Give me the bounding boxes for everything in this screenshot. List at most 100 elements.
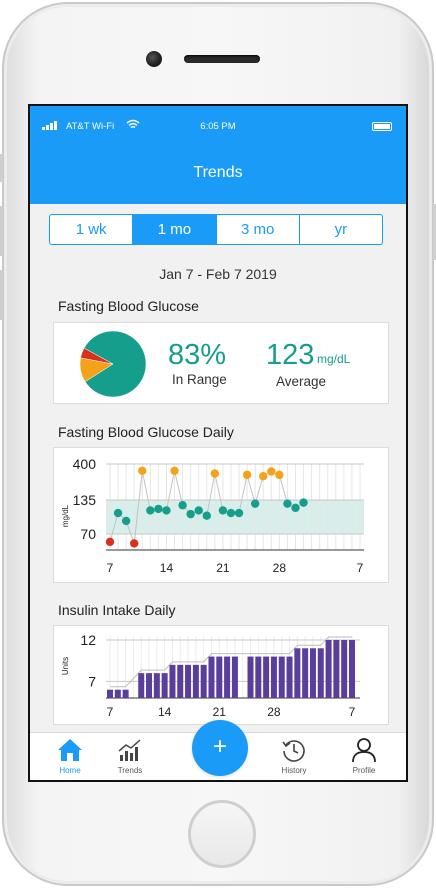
insulin-bar (224, 656, 231, 698)
x-tick-label: 14 (158, 705, 172, 719)
tab-year[interactable]: yr (334, 221, 348, 238)
average-unit: mg/dL (317, 352, 351, 366)
glucose-point-in-range (121, 516, 131, 526)
insulin-chart-card: 12 7 Units 7 14 21 28 7 (53, 625, 389, 725)
signal-icon (42, 120, 57, 130)
in-range-label: In Range (172, 372, 227, 387)
x-tick-label: 14 (160, 561, 174, 575)
glucose-point-in-range (234, 508, 244, 518)
glucose-point-high (259, 472, 268, 481)
glucose-point-in-range (291, 503, 300, 513)
glucose-chart-title: Fasting Blood Glucose Daily (58, 424, 234, 440)
tab-trends[interactable]: Trends (102, 737, 158, 775)
y-tick-label: 12 (80, 632, 96, 648)
average-label: Average (276, 374, 327, 389)
insulin-bar (208, 656, 215, 698)
insulin-bar (216, 656, 223, 698)
glucose-point-in-range (299, 498, 308, 507)
app-screen: AT&T Wi-Fi 6:05 PM Trends 1 wk 1 mo 3 mo… (28, 104, 408, 782)
tab-history-label: History (281, 766, 307, 775)
glucose-point-in-range (154, 504, 163, 514)
glucose-point-in-range (202, 511, 211, 520)
x-tick-label: 7 (349, 705, 356, 719)
trends-icon (118, 739, 141, 761)
tab-1-week[interactable]: 1 wk (50, 215, 134, 244)
insulin-bar (294, 648, 301, 698)
average-value: 123 (266, 339, 315, 371)
y-tick-label: 135 (73, 492, 97, 508)
insulin-bar (325, 640, 332, 698)
target-range-band (106, 500, 364, 534)
insulin-bar (255, 656, 262, 698)
y-tick-label: 70 (80, 526, 96, 542)
pie-slice-in-range (83, 330, 147, 398)
summary-card: 83% In Range 123 mg/dL Average (53, 322, 389, 404)
volume-down-button (0, 270, 3, 320)
page-title: Trends (193, 164, 243, 181)
y-tick-label: 7 (88, 673, 96, 689)
tab-profile[interactable]: Profile (336, 737, 392, 775)
glucose-point-in-range (250, 499, 260, 508)
range-selector: 1 wk 1 mo 3 mo yr (49, 214, 383, 245)
insulin-bar (302, 648, 309, 698)
profile-icon (352, 738, 376, 763)
x-tick-label: 28 (267, 705, 281, 719)
insulin-bar (341, 640, 348, 698)
insulin-bar (169, 664, 176, 698)
glucose-point-high (267, 467, 276, 476)
add-entry-button[interactable]: + (192, 720, 248, 776)
insulin-bar (309, 648, 316, 698)
insulin-bar (161, 673, 168, 698)
insulin-trend-line (110, 636, 352, 688)
insulin-bar (185, 664, 192, 698)
insulin-bar (263, 656, 270, 698)
tab-profile-label: Profile (352, 766, 376, 775)
wifi-icon (126, 119, 140, 129)
in-range-percent: 83% (168, 339, 227, 371)
insulin-bar (153, 673, 160, 698)
tab-1-month[interactable]: 1 mo (133, 215, 217, 244)
tab-home-label: Home (59, 766, 81, 775)
glucose-point-in-range (162, 506, 171, 515)
glucose-point-in-range (146, 506, 155, 515)
tab-trends-label: Trends (117, 766, 143, 775)
glucose-point-in-range (194, 506, 203, 515)
insulin-bar (278, 656, 285, 698)
insulin-bar (231, 656, 238, 698)
insulin-bar (122, 689, 129, 698)
in-range-pie-chart (79, 330, 147, 398)
tab-history[interactable]: History (266, 737, 322, 775)
y-tick-label: 400 (73, 456, 97, 472)
insulin-bar (333, 640, 340, 698)
x-tick-label: 7 (107, 705, 114, 719)
glucose-point-high (210, 469, 220, 478)
volume-up-button (0, 206, 3, 256)
glucose-daily-chart: 400 135 70 mg/dL 7 14 21 28 7 (61, 456, 364, 575)
x-tick-label: 21 (213, 705, 227, 719)
insulin-daily-chart: 12 7 Units 7 14 21 28 7 (61, 632, 360, 719)
glucose-point-in-range (186, 509, 195, 519)
home-button[interactable] (188, 800, 256, 868)
pie-slice-low (80, 347, 114, 365)
glucose-point-high (242, 470, 252, 480)
glucose-chart-card: 400 135 70 mg/dL 7 14 21 28 7 (53, 447, 389, 583)
glucose-point-in-range (283, 499, 292, 508)
battery-icon (372, 122, 392, 131)
glucose-point-low (105, 537, 115, 547)
glucose-point-in-range (178, 501, 187, 510)
tab-3-months[interactable]: 3 mo (217, 215, 300, 244)
insulin-bar (114, 689, 121, 698)
insulin-bar (107, 689, 113, 698)
x-tick-label: 21 (216, 561, 230, 575)
insulin-bar (200, 664, 207, 698)
insulin-bar (270, 656, 277, 698)
insulin-bar (286, 656, 293, 698)
insulin-bar (349, 640, 355, 698)
tab-home[interactable]: Home (42, 737, 98, 775)
glucose-point-in-range (218, 506, 228, 515)
y-axis-label: Units (61, 657, 70, 675)
glucose-point-high (170, 466, 179, 475)
glucose-point-in-range (113, 508, 123, 518)
summary-title: Fasting Blood Glucose (58, 298, 199, 314)
x-tick-label: 28 (273, 561, 287, 575)
